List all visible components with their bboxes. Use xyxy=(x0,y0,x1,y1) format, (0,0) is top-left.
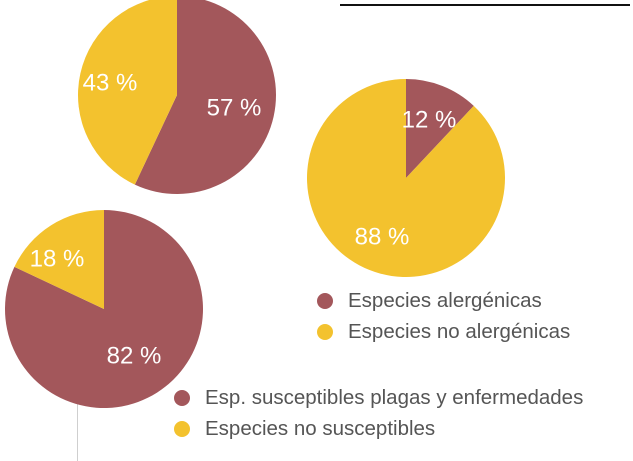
legend-item-alergenicas: Especies alergénicas xyxy=(317,289,542,313)
pie2-slice-alergenicas-value-label: 12 % xyxy=(402,106,457,133)
pie2-slice-alergenicas xyxy=(406,79,474,178)
divider-line xyxy=(77,404,78,461)
top-rule xyxy=(340,4,630,6)
pie2-slice-no-alergenicas xyxy=(307,79,506,277)
legend-label-no-alergenicas: Especies no alergénicas xyxy=(348,320,571,343)
legend-label-alergenicas: Especies alergénicas xyxy=(348,289,542,312)
legend-item-no-susceptibles: Especies no susceptibles xyxy=(174,417,435,441)
legend-swatch-no-alergenicas xyxy=(317,324,333,340)
legend-label-susceptibles: Esp. susceptibles plagas y enfermedades xyxy=(205,386,584,409)
pie1-slice-alergenicas-value-label: 57 % xyxy=(207,94,262,121)
legend-swatch-no-susceptibles xyxy=(174,421,190,437)
legend-label-no-susceptibles: Especies no susceptibles xyxy=(205,417,436,440)
pie3-slice-no-susceptibles xyxy=(14,210,105,309)
pie2-slice-no-alergenicas-value-label: 88 % xyxy=(355,223,410,250)
pie1-slice-no-alergenicas xyxy=(78,0,177,185)
legend-swatch-alergenicas xyxy=(317,293,333,309)
legend-swatch-susceptibles xyxy=(174,390,190,406)
pie3-slice-no-susceptibles-value-label: 18 % xyxy=(30,245,85,272)
pie1-slice-no-alergenicas-value-label: 43 % xyxy=(83,69,138,96)
pie1-slice-alergenicas xyxy=(134,0,276,194)
legend-item-susceptibles: Esp. susceptibles plagas y enfermedades xyxy=(174,386,583,410)
pie3-slice-susceptibles-value-label: 82 % xyxy=(107,342,162,369)
legend-item-no-alergenicas: Especies no alergénicas xyxy=(317,320,570,344)
